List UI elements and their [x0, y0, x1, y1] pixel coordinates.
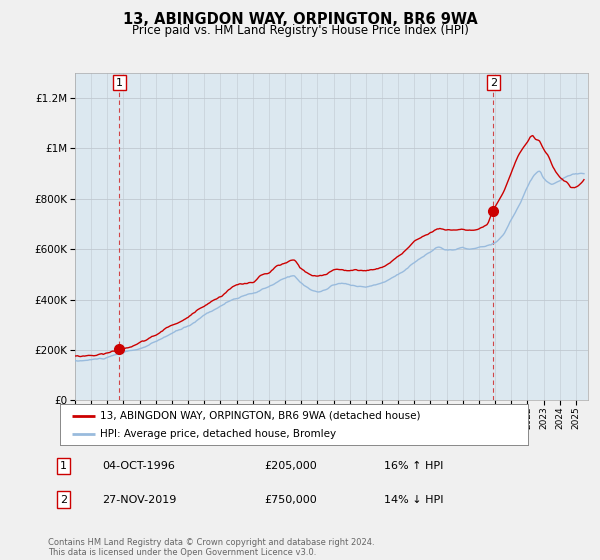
Text: 27-NOV-2019: 27-NOV-2019: [102, 494, 176, 505]
Text: 1: 1: [60, 461, 67, 471]
Text: 14% ↓ HPI: 14% ↓ HPI: [384, 494, 443, 505]
Text: 13, ABINGDON WAY, ORPINGTON, BR6 9WA (detached house): 13, ABINGDON WAY, ORPINGTON, BR6 9WA (de…: [100, 411, 420, 421]
Text: 2: 2: [490, 78, 497, 88]
Text: 04-OCT-1996: 04-OCT-1996: [102, 461, 175, 471]
Text: £750,000: £750,000: [264, 494, 317, 505]
Text: 1: 1: [116, 78, 123, 88]
Text: £205,000: £205,000: [264, 461, 317, 471]
Text: HPI: Average price, detached house, Bromley: HPI: Average price, detached house, Brom…: [100, 429, 336, 438]
Text: Price paid vs. HM Land Registry's House Price Index (HPI): Price paid vs. HM Land Registry's House …: [131, 24, 469, 36]
Text: 16% ↑ HPI: 16% ↑ HPI: [384, 461, 443, 471]
Text: 13, ABINGDON WAY, ORPINGTON, BR6 9WA: 13, ABINGDON WAY, ORPINGTON, BR6 9WA: [122, 12, 478, 27]
Text: 2: 2: [60, 494, 67, 505]
Text: Contains HM Land Registry data © Crown copyright and database right 2024.
This d: Contains HM Land Registry data © Crown c…: [48, 538, 374, 557]
